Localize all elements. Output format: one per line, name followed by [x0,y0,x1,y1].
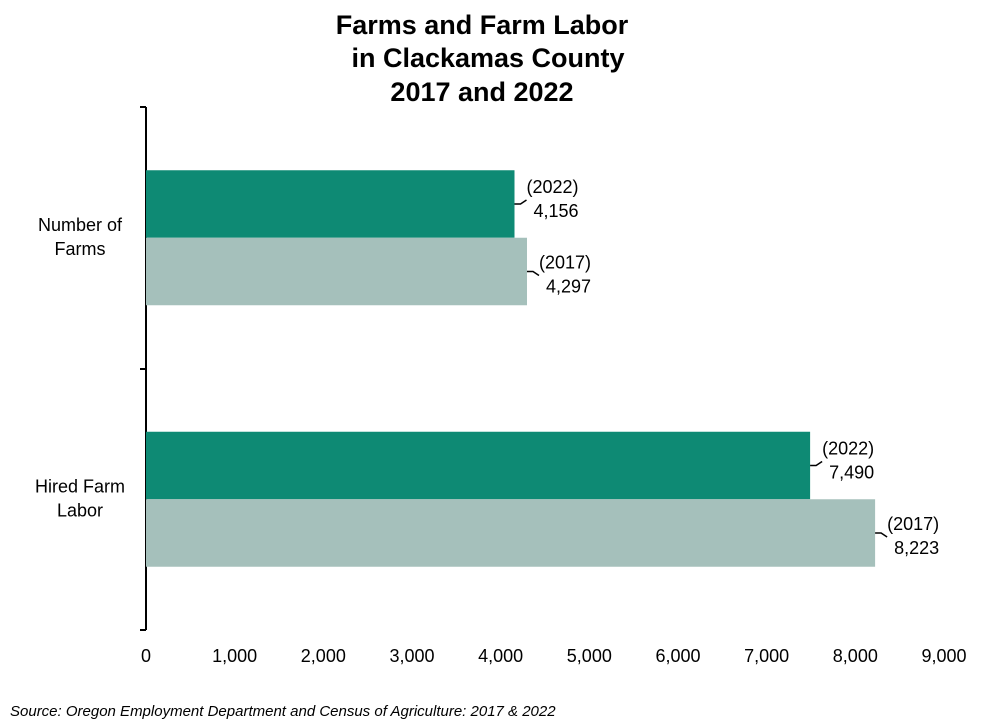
data-label-series: (2017) [539,252,591,272]
leader-line [875,532,888,538]
x-tick-label: 8,000 [833,646,878,666]
bar [146,499,876,567]
leader-line [527,270,540,277]
bar [146,431,811,500]
x-tick-label: 3,000 [389,646,434,666]
bar [146,170,515,238]
x-tick-label: 6,000 [655,646,700,666]
data-label-series: (2017) [887,514,939,534]
x-tick-label: 1,000 [212,646,257,666]
data-label: 7,490 [829,462,874,482]
category-label: Hired Farm Labor [35,476,125,520]
data-label-series: (2022) [526,177,578,197]
x-tick-label: 2,000 [301,646,346,666]
leader-line [810,460,823,467]
data-label: 8,223 [894,538,939,558]
x-tick-label: 0 [141,646,151,666]
chart-title: Farms and Farm Labor [336,10,629,40]
x-tick-label: 4,000 [478,646,523,666]
data-label: 4,297 [546,276,591,296]
source-note: Source: Oregon Employment Department and… [10,703,556,720]
category-label: Number of Farms [38,215,123,259]
x-tick-label: 9,000 [921,646,966,666]
leader-line [514,199,527,205]
bar [146,237,528,306]
data-label-series: (2022) [822,438,874,458]
data-label: 4,156 [533,201,578,221]
x-tick-label: 5,000 [567,646,612,666]
chart-title: 2017 and 2022 [390,77,573,107]
x-tick-label: 7,000 [744,646,789,666]
chart-title: in Clackamas County [351,43,624,73]
